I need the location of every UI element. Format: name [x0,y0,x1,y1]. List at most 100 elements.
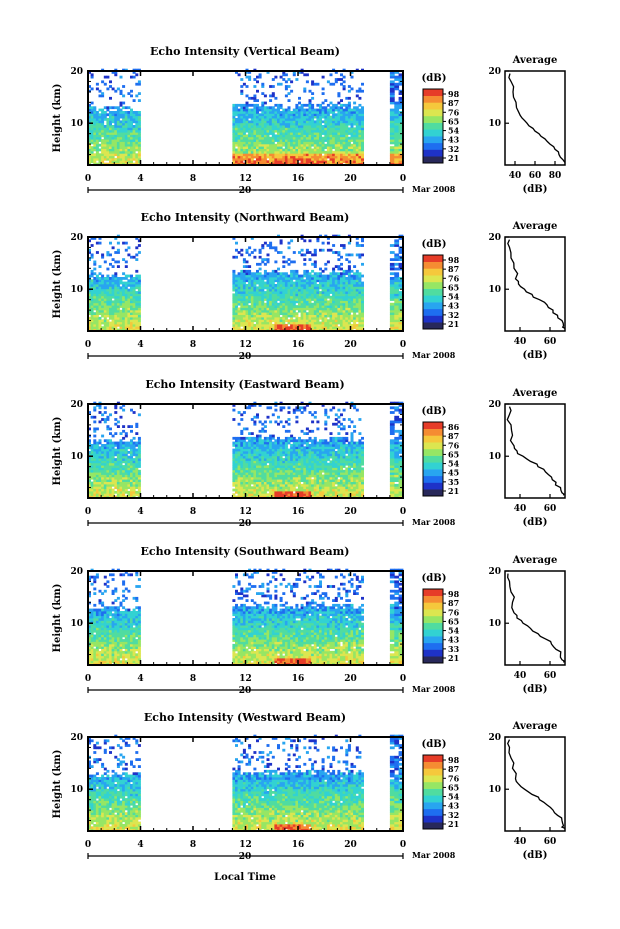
heatmap-cell [111,307,115,311]
heatmap-cell [298,122,301,126]
heatmap-cell [269,274,273,278]
heatmap-cell [116,146,120,149]
heatmap-cell [279,307,283,311]
heatmap-cell [347,293,351,297]
heatmap-cell [124,474,128,478]
heatmap-cell [106,415,110,419]
heatmap-cell [127,455,131,459]
heatmap-cell [114,483,118,487]
heatmap-cell [334,132,338,135]
heatmap-cell [98,298,102,301]
heatmap-cell [237,284,241,287]
heatmap-cell [250,465,254,468]
heatmap-cell [242,316,246,320]
heatmap-cell [250,436,254,440]
heatmap-cell [250,96,254,100]
heatmap-cell [135,453,139,457]
heatmap-cell [319,157,322,161]
heatmap-cell [240,113,244,117]
heatmap-cell [88,286,91,290]
heatmap-cell [258,143,262,147]
heatmap-cell [90,453,94,457]
heatmap-cell [321,132,325,135]
heatmap-cell [109,262,112,266]
heatmap-cell [334,295,338,299]
heatmap-cell [132,312,136,315]
heatmap-cell [248,288,252,292]
heatmap-cell [292,146,296,149]
heatmap-cell [292,157,296,161]
heatmap-cell [332,150,336,154]
heatmap-cell [130,157,133,161]
heatmap-cell [137,132,141,135]
heatmap-cell [253,96,257,100]
heatmap-cell [361,113,364,117]
heatmap-cell [277,134,280,138]
heatmap-cell [345,316,349,320]
heatmap-cell [274,122,278,126]
heatmap-cell [308,314,312,318]
heatmap-cell [345,96,349,100]
heatmap-cell [132,458,136,461]
heatmap-cell [329,150,333,154]
heatmap-cell [355,106,359,110]
heatmap-cell [271,118,275,121]
heatmap-cell [95,460,99,464]
heatmap-cell [232,286,236,290]
heatmap-cell [93,316,97,320]
heatmap-cell [398,258,404,261]
heatmap-cell [235,467,238,471]
heatmap-cell [232,148,236,152]
heatmap-cell [124,143,128,147]
heatmap-cell [284,80,288,84]
heatmap-cell [98,284,102,287]
heatmap-cell [245,451,249,454]
heatmap-cell [290,148,294,152]
heatmap-cell [269,85,273,88]
heatmap-cell [250,293,254,297]
heatmap-cell [269,312,273,315]
heatmap-cell [242,448,246,452]
heatmap-cell [95,462,99,466]
heatmap-cell [258,302,262,306]
heatmap-cell [300,300,304,304]
heatmap-cell [353,295,357,299]
heatmap-cell [242,108,246,112]
heatmap-cell [256,139,259,142]
heatmap-cell [355,94,359,98]
heatmap-cell [109,291,112,294]
heatmap-cell [248,323,252,327]
heatmap-cell [358,127,362,131]
heatmap-cell [240,248,244,252]
heatmap-cell [389,267,395,271]
heatmap-cell [350,300,354,304]
heatmap-cell [135,284,139,287]
heatmap-cell [398,309,404,313]
heatmap-cell [240,483,244,487]
heatmap-cell [292,302,296,306]
heatmap-cell [237,312,241,315]
heatmap-cell [394,286,400,290]
heatmap-cell [242,157,246,161]
heatmap-cell [90,106,94,110]
heatmap-cell [109,157,112,161]
heatmap-cell [282,281,286,285]
heatmap-cell [235,474,238,478]
heatmap-cell [321,111,325,114]
heatmap-cell [101,253,105,257]
heatmap-cell [347,153,351,157]
heatmap-cell [119,300,123,304]
heatmap-cell [353,141,357,145]
heatmap-cell [232,314,236,318]
heatmap-cell [122,444,126,447]
heatmap-cell [111,134,115,138]
heatmap-cell [248,246,252,250]
heatmap-cell [319,120,322,124]
heatmap-cell [114,148,118,152]
heatmap-cell [398,312,404,315]
heatmap-cell [358,155,362,159]
heatmap-cell [274,143,278,147]
heatmap-cell [98,316,102,320]
heatmap-cell [137,441,141,445]
heatmap-cell [103,146,107,149]
